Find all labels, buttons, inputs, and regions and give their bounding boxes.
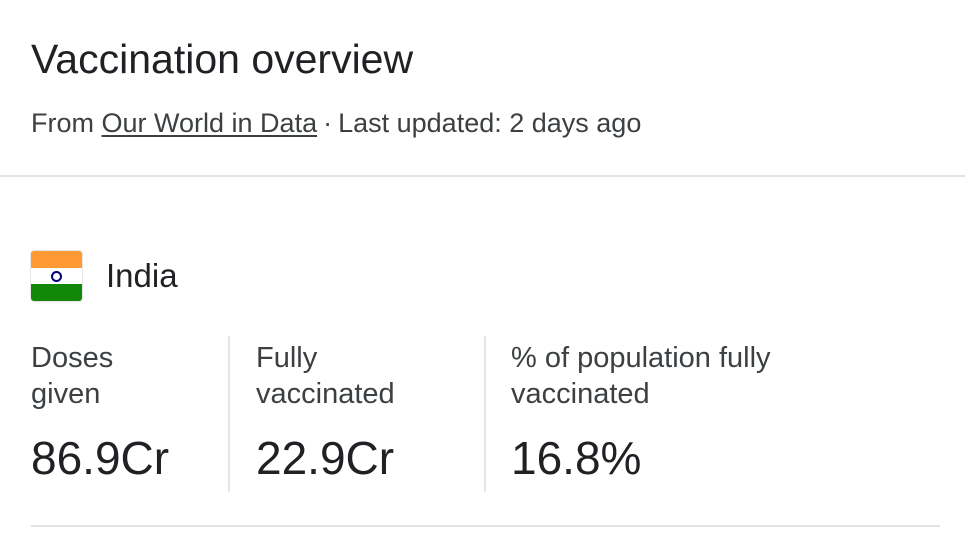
- stat-divider: [484, 336, 486, 492]
- source-link[interactable]: Our World in Data: [101, 108, 318, 138]
- source-line: From Our World in Data · Last updated: 2 d…: [31, 105, 641, 141]
- stat-label-line: vaccinated: [511, 378, 650, 410]
- stat-label-line: % of population fully: [511, 342, 771, 374]
- stat-label: Doses given: [31, 340, 201, 412]
- stat-fully-vaccinated: Fully vaccinated 22.9Cr: [256, 340, 456, 484]
- footer-divider: [31, 525, 940, 527]
- country-row: India: [31, 249, 178, 303]
- stat-label-line: Doses: [31, 342, 114, 374]
- stat-label-line: vaccinated: [256, 378, 395, 410]
- stat-value: 16.8%: [511, 432, 642, 484]
- page-title: Vaccination overview: [31, 36, 414, 82]
- source-prefix: From: [31, 108, 94, 138]
- flag-white-band: [31, 267, 82, 285]
- stat-value: 22.9Cr: [256, 432, 395, 484]
- stat-divider: [228, 336, 230, 492]
- stat-percent-fully-vaccinated: % of population fully vaccinated 16.8%: [511, 340, 931, 484]
- ashoka-chakra-icon: [51, 270, 62, 282]
- flag-green-band: [31, 284, 82, 301]
- stat-label: Fully vaccinated: [256, 340, 456, 412]
- stat-doses-given: Doses given 86.9Cr: [31, 340, 201, 484]
- last-updated-text: Last updated: 2 days ago: [338, 108, 642, 138]
- stat-value: 86.9Cr: [31, 432, 170, 484]
- stat-label-line: given: [31, 378, 101, 410]
- country-name: India: [106, 257, 178, 294]
- header-divider: [0, 175, 965, 177]
- flag-saffron-band: [31, 251, 82, 268]
- stat-label-line: Fully: [256, 342, 318, 374]
- india-flag-icon: [31, 251, 82, 301]
- separator-dot: ·: [323, 108, 333, 138]
- stat-label: % of population fully vaccinated: [511, 340, 931, 412]
